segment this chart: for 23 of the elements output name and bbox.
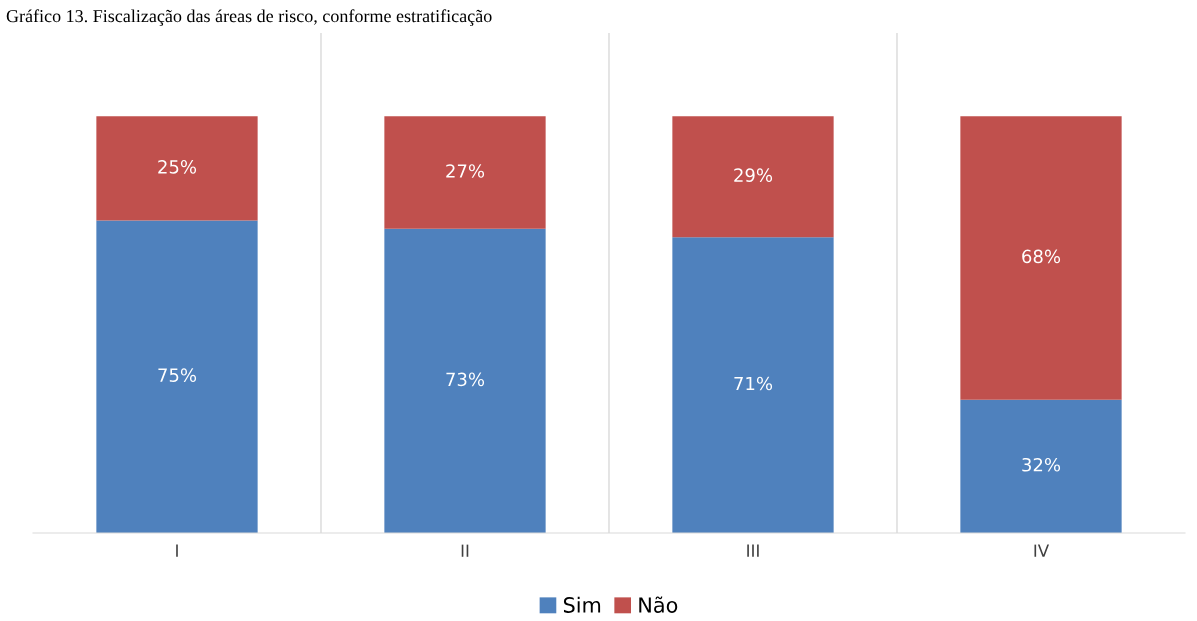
bar	[672, 116, 834, 238]
bar	[960, 399, 1122, 533]
x-tick-label: III	[747, 544, 759, 557]
data-label: 32%	[1022, 457, 1061, 472]
legend-label: Sim	[563, 596, 601, 613]
data-label: 75%	[158, 368, 197, 382]
bar	[96, 220, 258, 533]
x-tick-label: II	[461, 544, 469, 557]
bar	[96, 116, 258, 221]
legend-label: Não	[639, 596, 678, 613]
bar	[672, 237, 834, 533]
bar	[960, 116, 1122, 400]
x-tick-label: I	[176, 544, 178, 557]
data-label: 29%	[734, 168, 773, 182]
bar	[384, 228, 546, 533]
x-tick-label: IV	[1034, 544, 1050, 557]
data-label: 73%	[446, 372, 485, 387]
bar	[384, 116, 546, 229]
data-label: 27%	[446, 164, 485, 178]
chart-title: Gráfico 13. Fiscalização das áreas de risco, conforme estratificação	[6, 9, 492, 26]
data-label: 25%	[158, 160, 197, 174]
data-label: 71%	[734, 376, 773, 391]
data-label: 68%	[1022, 249, 1061, 264]
